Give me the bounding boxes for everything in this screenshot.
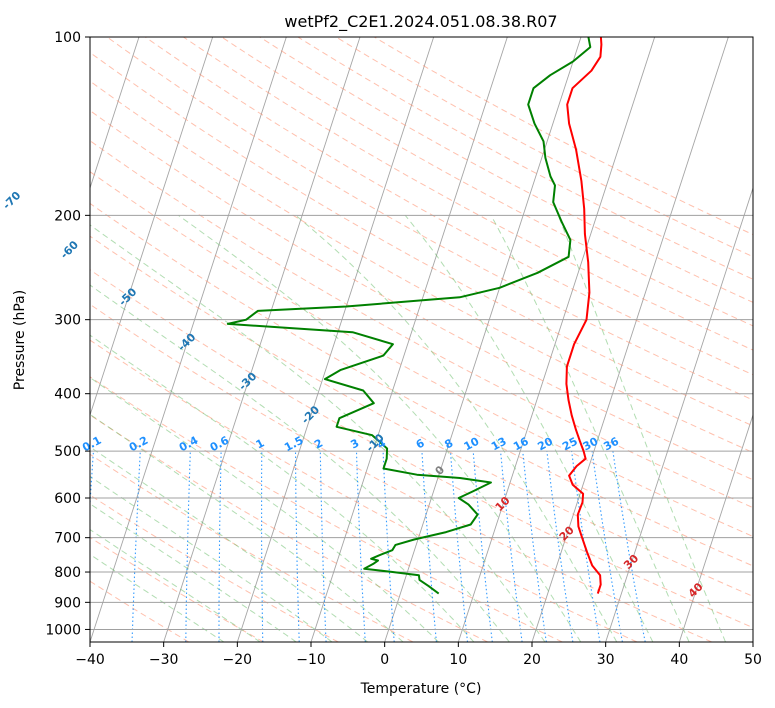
isotherm <box>457 37 656 642</box>
dry-adiabat <box>90 202 753 567</box>
mixing-ratio-line <box>591 451 623 642</box>
y-tick-label: 400 <box>54 387 81 403</box>
moist-adiabat <box>490 215 690 642</box>
y-tick-label: 900 <box>54 595 81 611</box>
dry-adiabat <box>90 109 753 481</box>
moist-adiabat <box>90 503 297 642</box>
sounding-profiles <box>226 37 603 595</box>
moist-adiabat <box>178 214 582 642</box>
dry-adiabat <box>90 494 339 642</box>
x-tick-label: 20 <box>523 652 541 668</box>
dry-adiabat <box>335 37 753 258</box>
y-tick-label: 600 <box>54 491 81 507</box>
dry-adiabat <box>90 235 753 597</box>
moist-adiabat <box>90 446 368 642</box>
y-tick-label: 500 <box>54 444 81 460</box>
isotherm <box>605 186 753 642</box>
dry-adiabat <box>90 536 264 642</box>
background-lines <box>90 37 753 642</box>
temperature-profile <box>565 37 603 594</box>
mixing-ratio-label: 36 <box>601 435 621 454</box>
moist-adiabat <box>404 214 654 642</box>
y-tick-label: 800 <box>54 565 81 581</box>
moist-adiabat <box>295 214 618 642</box>
isotherm <box>531 37 729 642</box>
dry-adiabat <box>297 37 753 280</box>
chart-title: wetPf2_C2E1.2024.051.08.38.R07 <box>284 12 557 32</box>
dry-adiabat <box>90 269 753 629</box>
plot-frame <box>89 36 754 643</box>
y-tick-label: 100 <box>54 30 81 46</box>
mixing-ratio-line <box>612 451 646 642</box>
dry-adiabat <box>90 376 563 642</box>
dry-adiabat <box>90 171 753 538</box>
mixing-ratio-label: 16 <box>511 435 531 454</box>
moist-adiabat <box>90 475 333 642</box>
y-tick-label: 200 <box>54 208 81 224</box>
y-tick-label: 700 <box>54 531 81 547</box>
moist-adiabat <box>90 284 510 642</box>
mixing-ratio-line <box>546 451 574 642</box>
isotherm <box>163 37 361 642</box>
dewpoint-profile <box>226 37 592 595</box>
x-axis-ticks: −40 −30 −20 −10 0 10 20 30 40 50 <box>75 642 762 668</box>
moist-adiabat <box>90 224 546 642</box>
mixing-ratio-label: 20 <box>535 435 555 454</box>
mixing-ratio-line <box>522 451 547 642</box>
isotherm <box>678 413 753 642</box>
mixing-ratio-label: 10 <box>462 435 482 454</box>
x-tick-label: −10 <box>296 652 326 668</box>
x-tick-label: 0 <box>380 652 389 668</box>
x-tick-label: −30 <box>149 652 179 668</box>
x-tick-label: −40 <box>75 652 105 668</box>
dry-adiabat <box>90 303 712 642</box>
x-tick-label: 30 <box>597 652 615 668</box>
dry-adiabat <box>90 339 638 642</box>
mixing-ratio-line <box>499 451 523 642</box>
dry-adiabat <box>373 37 753 236</box>
isotherm <box>384 37 582 642</box>
x-tick-label: 10 <box>449 652 467 668</box>
y-axis-ticks: 100 200 300 400 500 600 700 800 900 1000 <box>45 30 90 638</box>
dry-adiabat <box>90 140 753 509</box>
dry-adiabat <box>259 37 753 303</box>
isobar-grid <box>90 37 753 630</box>
moist-adiabat <box>90 334 475 642</box>
y-axis-label: Pressure (hPa) <box>12 290 28 390</box>
isotherm <box>90 37 140 190</box>
dry-adiabat <box>90 80 753 454</box>
isotherm <box>90 37 214 417</box>
mixing-ratio-label: 30 <box>581 435 601 454</box>
mixing-ratio-line <box>472 451 493 642</box>
moist-adiabat <box>90 376 439 642</box>
y-tick-label: 300 <box>54 313 81 329</box>
moist-adiabat <box>557 215 727 642</box>
isotherm <box>236 37 435 642</box>
x-axis-label: Temperature (°C) <box>360 681 482 697</box>
y-tick-label: 1000 <box>45 622 81 638</box>
mixing-ratio-label: 25 <box>560 435 580 454</box>
x-tick-label: 50 <box>744 652 762 668</box>
mixing-ratio-label: 13 <box>489 435 509 454</box>
isotherm <box>90 37 287 642</box>
x-tick-label: 40 <box>670 652 688 668</box>
x-tick-label: −20 <box>223 652 253 668</box>
